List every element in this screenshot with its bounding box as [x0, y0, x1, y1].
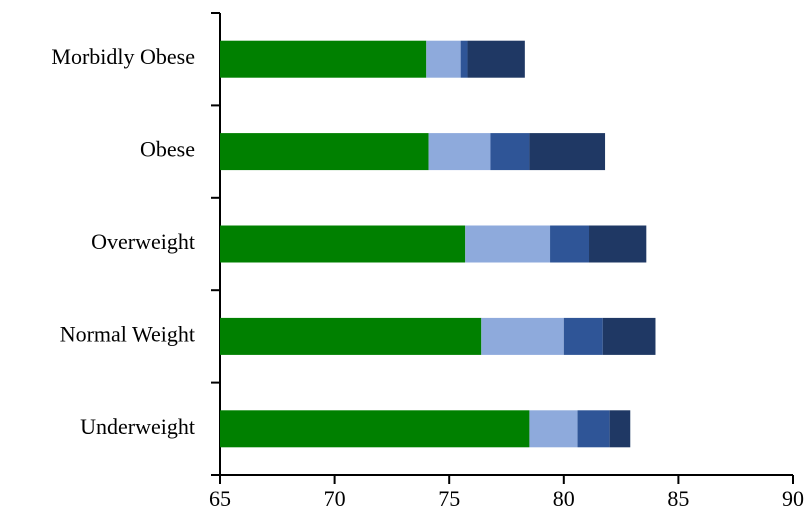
bar-segment	[220, 225, 466, 263]
bar-segment	[550, 225, 590, 263]
y-tick-label: Morbidly Obese	[51, 44, 195, 69]
y-tick-label: Overweight	[91, 229, 195, 254]
bar-segment	[220, 133, 429, 171]
x-tick-label: 65	[209, 486, 231, 511]
bar-segment	[460, 40, 468, 78]
x-tick-label: 80	[553, 486, 575, 511]
x-tick-label: 75	[438, 486, 460, 511]
bar-segment	[609, 410, 631, 448]
bar-segment	[563, 317, 603, 355]
bar-segment	[481, 317, 564, 355]
y-tick-label: Normal Weight	[60, 321, 195, 346]
y-tick-label: Underweight	[80, 414, 195, 439]
y-tick-label: Obese	[140, 137, 195, 162]
x-tick-label: 85	[667, 486, 689, 511]
bar-segment	[220, 317, 482, 355]
bar-segment	[529, 410, 578, 448]
bar-segment	[467, 40, 525, 78]
bar-segment	[465, 225, 551, 263]
bar-segment	[426, 40, 461, 78]
bar-segment	[577, 410, 610, 448]
bar-segment	[490, 133, 530, 171]
bar-segment	[529, 133, 606, 171]
x-tick-label: 70	[324, 486, 346, 511]
bar-segment	[220, 40, 427, 78]
bar-segment	[589, 225, 647, 263]
bar-segment	[602, 317, 656, 355]
bar-segment	[428, 133, 491, 171]
bar-segment	[220, 410, 530, 448]
x-tick-label: 90	[782, 486, 804, 511]
